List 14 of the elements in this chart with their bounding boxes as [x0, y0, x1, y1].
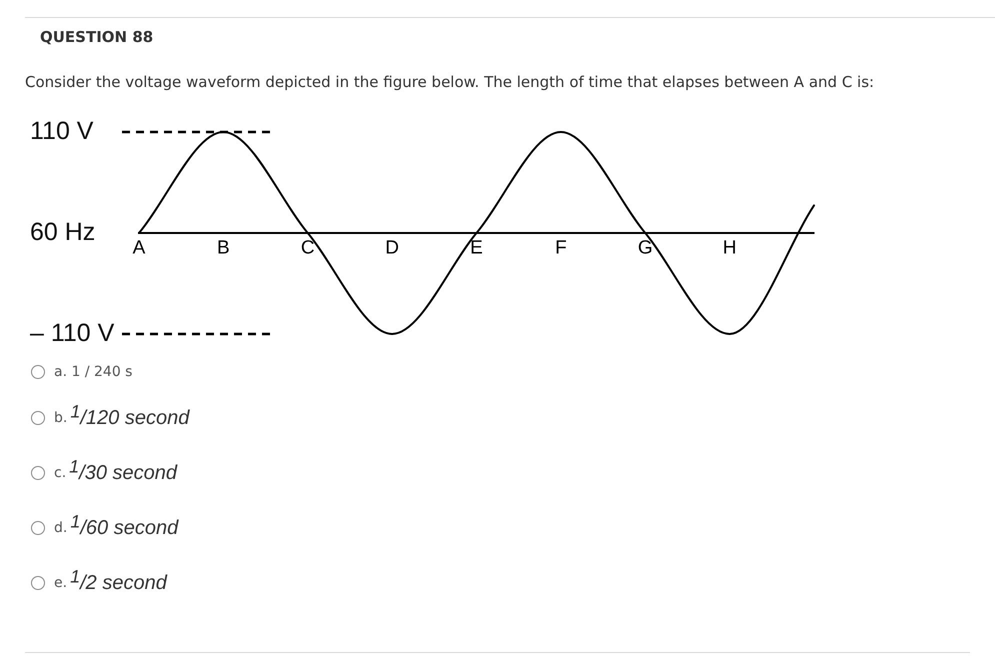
x-tick-label: D — [385, 238, 399, 259]
x-tick-label: A — [132, 238, 146, 259]
y-tick-label: 110 V — [30, 116, 94, 145]
x-tick-label: C — [300, 238, 315, 259]
chart-title: QUESTION 88 — [40, 28, 154, 46]
x-tick-label: G — [638, 238, 653, 259]
x-axis-title: 60 Hz — [30, 218, 96, 246]
text: a. 1 / 240 s — [54, 364, 132, 380]
x-tick-label: E — [470, 238, 483, 259]
x-tick-label: F — [555, 238, 567, 259]
y-tick-label: – 110 V — [30, 318, 115, 347]
chart-subtitle: Consider the voltage waveform depicted in the figure below. The length of time that elapses between A and C is: — [25, 73, 874, 91]
x-tick-label: B — [217, 238, 230, 259]
x-tick-label: H — [722, 238, 736, 259]
